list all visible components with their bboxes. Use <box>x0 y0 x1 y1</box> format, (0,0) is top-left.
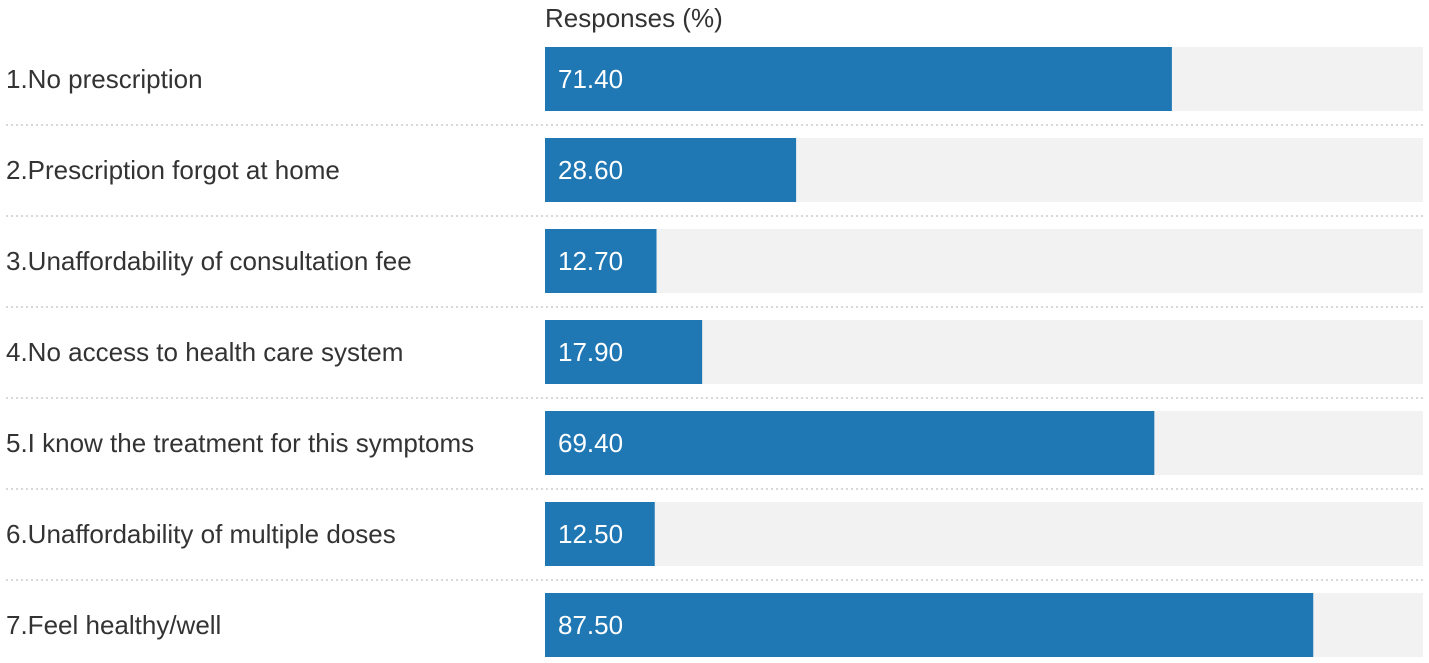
bar-track-6 <box>545 502 1423 566</box>
value-label-3: 12.70 <box>558 246 623 276</box>
value-label-1: 71.40 <box>558 64 623 94</box>
category-label-1: 1.No prescription <box>6 64 203 94</box>
bar-3 <box>545 229 657 293</box>
category-label-2: 2.Prescription forgot at home <box>6 155 340 185</box>
category-label-3: 3.Unaffordability of consultation fee <box>6 246 412 276</box>
value-label-7: 87.50 <box>558 610 623 640</box>
category-label-7: 7.Feel healthy/well <box>6 610 221 640</box>
value-label-6: 12.50 <box>558 519 623 549</box>
bar-2 <box>545 138 797 202</box>
chart-rows: 1.No prescription 71.40 2.Prescription for… <box>6 47 1423 657</box>
category-label-6: 6.Unaffordability of multiple doses <box>6 519 396 549</box>
value-label-4: 17.90 <box>558 337 623 367</box>
bar-7 <box>545 593 1314 657</box>
category-label-4: 4.No access to health care system <box>6 337 403 367</box>
category-label-5: 5.I know the treatment for this symptoms <box>6 428 474 458</box>
value-label-5: 69.40 <box>558 428 623 458</box>
bar-4 <box>545 320 703 384</box>
bar-6 <box>545 502 655 566</box>
bar-1 <box>545 47 1172 111</box>
bar-track-3 <box>545 229 1423 293</box>
column-title: Responses (%) <box>545 3 723 33</box>
value-label-2: 28.60 <box>558 155 623 185</box>
bar-5 <box>545 411 1155 475</box>
